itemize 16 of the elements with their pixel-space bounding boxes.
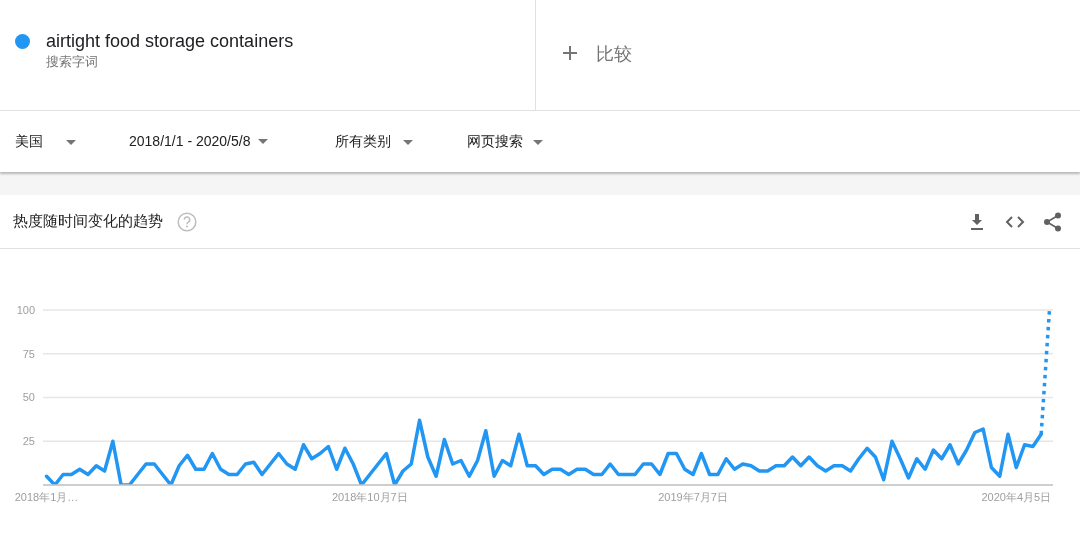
text: 2018/1/1 - 2020/5/8	[129, 133, 251, 149]
text: 美国	[15, 133, 43, 151]
text: 搜索字词	[46, 53, 98, 71]
legend-label: airtight food storage containers	[46, 30, 294, 52]
x-tick-label: 2019年7月7日	[658, 490, 728, 503]
y-tick-label: 25	[22, 435, 35, 448]
text: 比较	[596, 43, 632, 66]
y-tick-label: 100	[16, 303, 35, 316]
x-tick-label: 2018年10月7日	[331, 490, 408, 503]
x-tick-label: 2020年4月5日	[981, 490, 1052, 503]
y-tick-label: 75	[22, 347, 35, 360]
text: 所有类别	[335, 133, 391, 151]
y-tick-label: 50	[22, 391, 35, 404]
x-tick-label: 2018年1月…	[14, 490, 79, 503]
chart-title: 热度随时间变化的趋势	[13, 212, 163, 231]
text: 网页搜索	[467, 133, 523, 151]
